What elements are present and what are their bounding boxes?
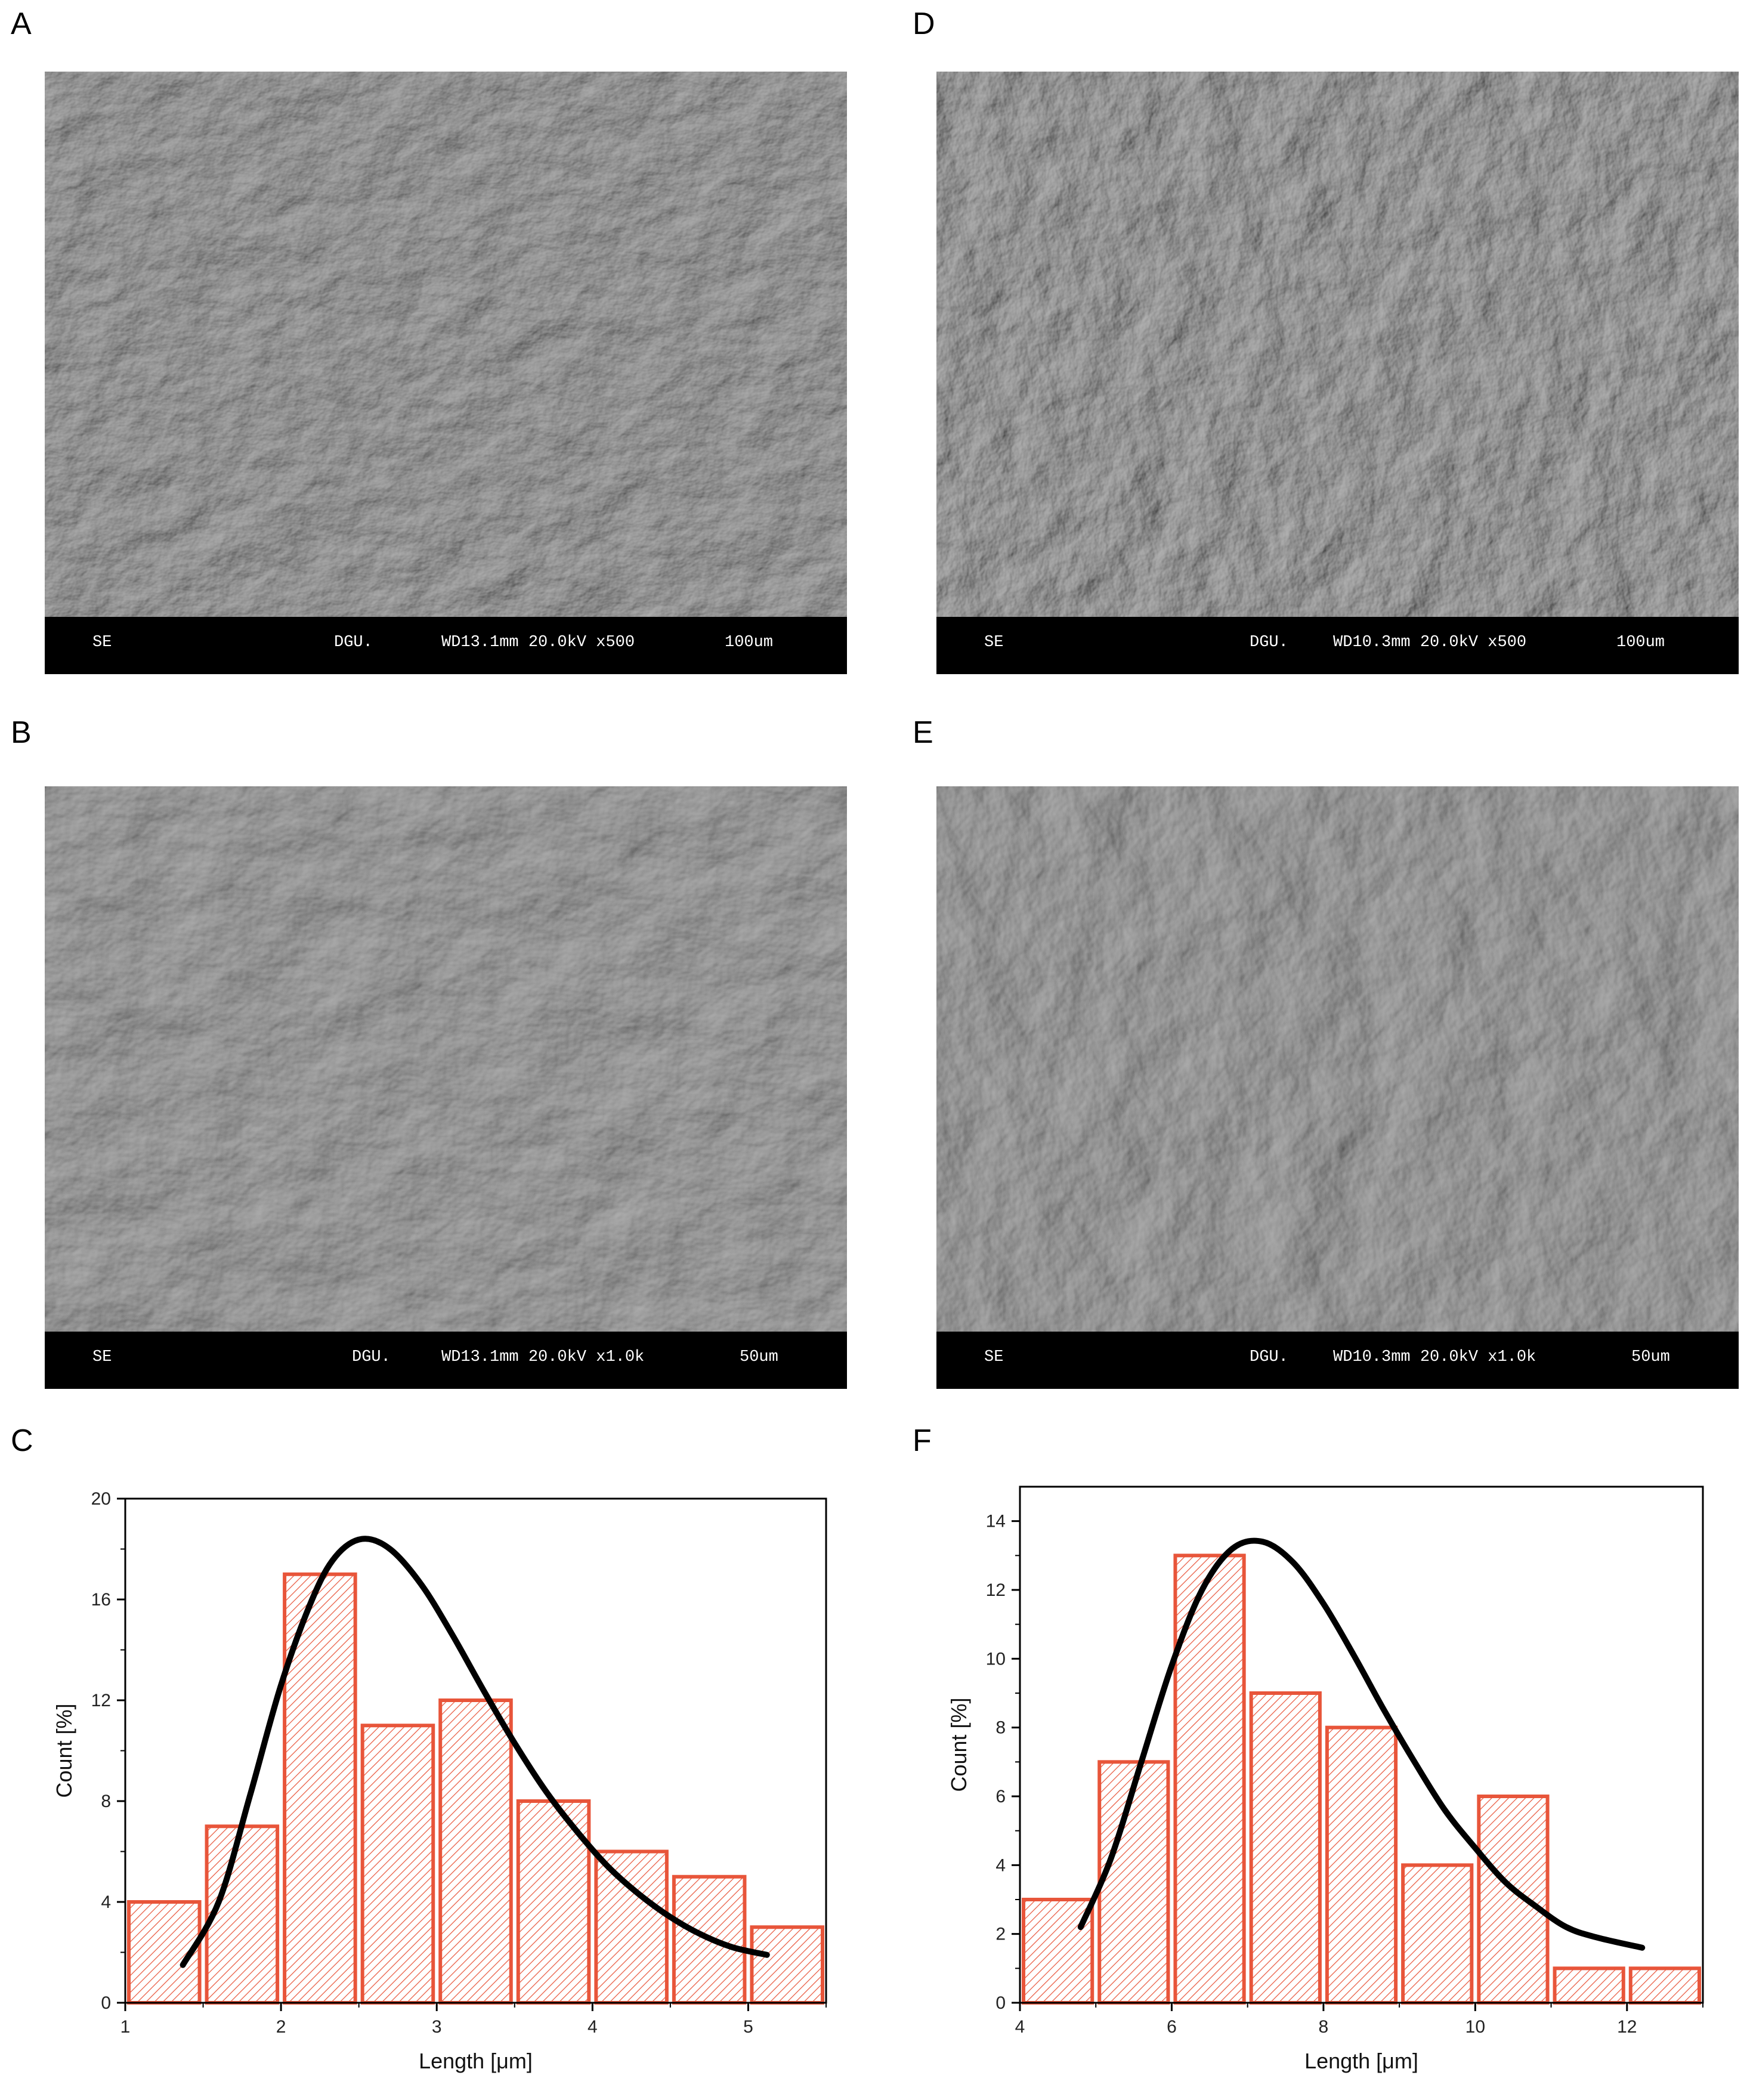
histogram-bar xyxy=(1628,1966,1702,2005)
x-tick-label: 12 xyxy=(1617,2017,1637,2037)
x-axis-title: Length [μm] xyxy=(1304,2049,1418,2073)
sem-scale-label: 100um xyxy=(1616,634,1665,651)
histogram-bar xyxy=(1325,1725,1398,2005)
panel-label-e: E xyxy=(913,715,933,750)
x-tick-label: 8 xyxy=(1319,2017,1329,2037)
x-tick-label: 4 xyxy=(588,2017,598,2037)
sem-detector-label: SE xyxy=(984,1348,1004,1366)
sem-parameters: WD10.3mm 20.0kV x500 xyxy=(1333,634,1527,651)
x-tick-label: 4 xyxy=(1015,2017,1025,2037)
histogram-bar xyxy=(1477,1795,1550,2005)
sem-image-e: SE DGU. WD10.3mm 20.0kV x1.0k 50um xyxy=(936,786,1739,1389)
sem-info-bar: SE DGU. WD10.3mm 20.0kV x500 100um xyxy=(936,617,1739,674)
histogram-bar xyxy=(205,1824,280,2005)
x-axis-title: Length [μm] xyxy=(419,2049,533,2073)
y-tick-label: 0 xyxy=(995,1993,1006,2013)
plot-frame xyxy=(1019,1486,1704,2004)
y-tick-label: 0 xyxy=(101,1993,111,2013)
distribution-fit-curve xyxy=(180,1536,770,1968)
x-tick-label: 2 xyxy=(276,2017,286,2037)
sem-scale-label: 50um xyxy=(740,1348,778,1366)
histogram-bar xyxy=(438,1698,513,2005)
sem-institution-label: DGU. xyxy=(1250,634,1288,651)
sem-image-a: SE DGU. WD13.1mm 20.0kV x500 100um xyxy=(45,72,847,674)
y-axis-title: Count [%] xyxy=(52,1703,76,1798)
y-tick-label: 2 xyxy=(995,1925,1006,1944)
y-tick-label: 16 xyxy=(91,1590,111,1610)
sem-detector-label: SE xyxy=(984,634,1004,651)
y-tick-label: 20 xyxy=(91,1489,111,1509)
histogram-f-svg: 4 6 8 10 12 0 2 4 6 8 10 12 14 Length [μm] Count [%] xyxy=(947,1486,1704,2073)
x-tick-label: 5 xyxy=(743,2017,753,2037)
sem-info-bar: SE DGU. WD13.1mm 20.0kV x500 100um xyxy=(45,617,847,674)
sem-parameters: WD13.1mm 20.0kV x500 xyxy=(441,634,635,651)
x-tick-label: 6 xyxy=(1167,2017,1177,2037)
y-tick-label: 6 xyxy=(995,1787,1006,1806)
histogram-bar xyxy=(1097,1760,1170,2005)
histogram-bar xyxy=(750,1925,825,2005)
sem-parameters: WD13.1mm 20.0kV x1.0k xyxy=(441,1348,645,1366)
x-tick-label: 3 xyxy=(432,2017,442,2037)
histogram-bar xyxy=(1401,1863,1474,2005)
histogram-bar xyxy=(594,1849,669,2005)
sem-micrograph-d xyxy=(936,72,1739,617)
y-tick-label: 4 xyxy=(995,1855,1006,1875)
panel-label-f: F xyxy=(913,1423,932,1458)
sem-institution-label: DGU. xyxy=(334,634,373,651)
y-axis-title: Count [%] xyxy=(947,1697,971,1792)
histogram-bar xyxy=(1553,1966,1625,2005)
x-tick-label: 10 xyxy=(1465,2017,1485,2037)
sem-micrograph-a xyxy=(45,72,847,617)
panel-label-a: A xyxy=(11,7,32,41)
sem-image-b: SE DGU. WD13.1mm 20.0kV x1.0k 50um xyxy=(45,786,847,1389)
distribution-fit-curve xyxy=(1077,1537,1646,1951)
y-tick-label: 12 xyxy=(986,1580,1006,1600)
sem-detector-label: SE xyxy=(92,1348,112,1366)
sem-info-bar: SE DGU. WD10.3mm 20.0kV x1.0k 50um xyxy=(936,1332,1739,1389)
sem-detector-label: SE xyxy=(92,634,112,651)
sem-scale-label: 50um xyxy=(1631,1348,1670,1366)
sem-image-d: SE DGU. WD10.3mm 20.0kV x500 100um xyxy=(936,72,1739,674)
y-tick-label: 8 xyxy=(995,1718,1006,1738)
histogram-c: 1 2 3 4 5 0 4 8 12 16 20 Length [μm] Count [%] xyxy=(0,1456,871,2100)
panel-label-c: C xyxy=(11,1423,33,1458)
sem-institution-label: DGU. xyxy=(1250,1348,1288,1366)
y-tick-label: 12 xyxy=(91,1691,111,1710)
y-tick-label: 8 xyxy=(101,1792,111,1811)
panel-label-d: D xyxy=(913,7,935,41)
y-tick-label: 10 xyxy=(986,1649,1006,1669)
sem-info-bar: SE DGU. WD13.1mm 20.0kV x1.0k 50um xyxy=(45,1332,847,1389)
y-tick-label: 4 xyxy=(101,1892,111,1912)
histogram-bar xyxy=(1249,1691,1322,2005)
histogram-f: 4 6 8 10 12 0 2 4 6 8 10 12 14 Length [μm] Count [%] xyxy=(889,1456,1750,2100)
y-tick-label: 14 xyxy=(986,1512,1006,1531)
sem-micrograph-b xyxy=(45,786,847,1332)
sem-parameters: WD10.3mm 20.0kV x1.0k xyxy=(1333,1348,1536,1366)
x-tick-label: 1 xyxy=(120,2017,131,2037)
sem-institution-label: DGU. xyxy=(352,1348,391,1366)
histogram-bar xyxy=(360,1724,435,2005)
panel-label-b: B xyxy=(11,715,32,750)
sem-micrograph-e xyxy=(936,786,1739,1332)
histogram-bar xyxy=(1022,1898,1094,2005)
sem-scale-label: 100um xyxy=(725,634,774,651)
